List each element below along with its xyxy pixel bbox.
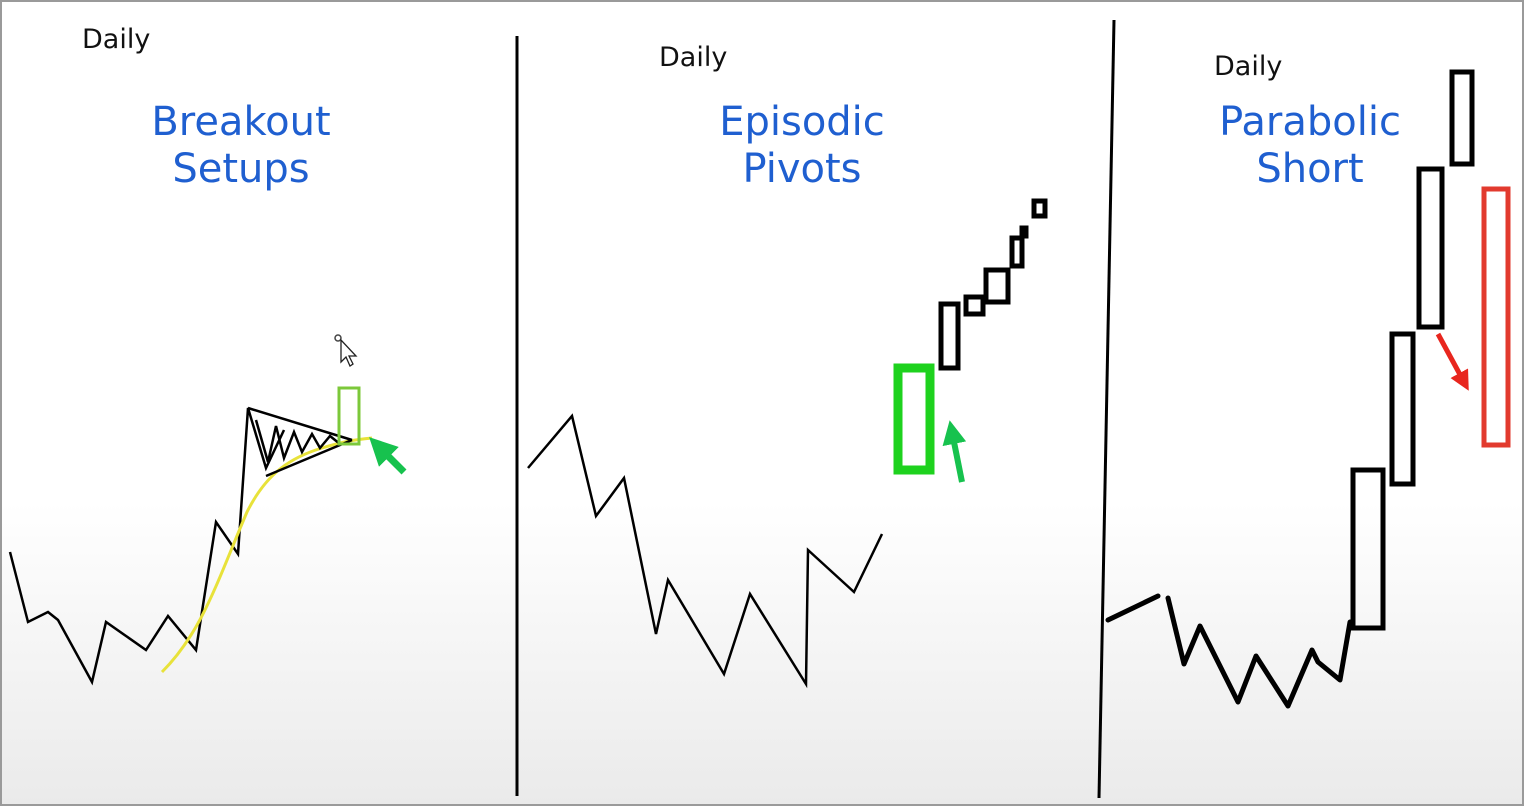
parabolic-candles — [1350, 69, 1475, 631]
title-line-1: Parabolic — [1219, 99, 1401, 145]
title-line-1: Breakout — [151, 99, 331, 145]
pennant-pattern — [247, 406, 353, 478]
panel-title-episodic-pivots: Episodic Pivots — [622, 99, 982, 193]
panel-title-breakout-setups: Breakout Setups — [61, 99, 421, 193]
price-line — [8, 407, 286, 686]
price-line — [1105, 593, 1161, 623]
breakout-diagram — [8, 334, 407, 686]
title-line-2: Setups — [172, 146, 310, 192]
panel-title-parabolic-short: Parabolic Short — [1130, 99, 1490, 193]
red-arrow-icon — [1435, 332, 1469, 391]
green-arrow-icon — [369, 437, 407, 475]
episodic-pivot-diagram — [527, 198, 1048, 689]
title-line-2: Pivots — [742, 146, 862, 192]
timeframe-label-episodic: Daily — [659, 42, 728, 73]
mouse-pointer-icon — [334, 334, 358, 367]
panel-divider-2 — [1097, 19, 1116, 799]
green-arrow-icon — [942, 420, 967, 483]
timeframe-label-breakout: Daily — [82, 24, 151, 55]
breakout-candle — [337, 386, 361, 446]
price-line — [1165, 595, 1353, 709]
short-candle — [1481, 186, 1511, 448]
parabolic-short-diagram — [1105, 69, 1511, 709]
moving-average-line — [160, 436, 373, 674]
follow-through-candles — [938, 198, 1048, 371]
price-line — [527, 413, 884, 689]
timeframe-label-parabolic: Daily — [1214, 51, 1283, 82]
title-line-2: Short — [1256, 146, 1364, 192]
gap-candle — [893, 363, 935, 475]
title-line-1: Episodic — [719, 99, 885, 145]
